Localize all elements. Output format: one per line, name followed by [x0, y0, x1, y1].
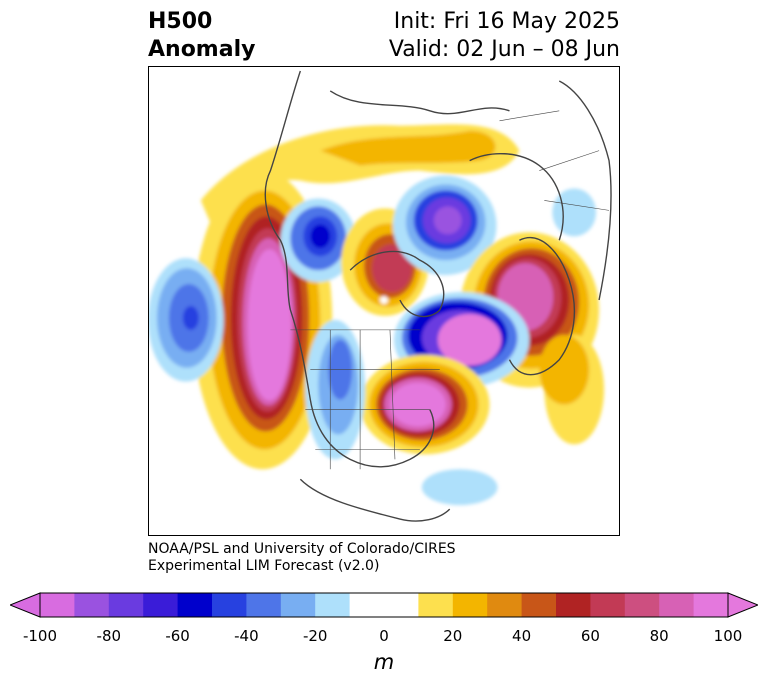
colorbar-bin [693, 593, 729, 617]
colorbar-bin [624, 593, 660, 617]
borders [290, 110, 610, 470]
colorbar-tick-label: -60 [165, 627, 190, 645]
colorbar-bin [246, 593, 282, 617]
anomaly-map [148, 66, 620, 536]
colorbar-bin [521, 593, 557, 617]
colorbar-tick-label: 40 [512, 627, 532, 645]
colorbar-bin [212, 593, 247, 617]
colorbar-frame [39, 592, 729, 618]
colorbar-bin [590, 593, 626, 617]
forecast-dates: Init: Fri 16 May 2025 Valid: 02 Jun – 08… [389, 8, 620, 64]
colorbar-tick-label: 80 [649, 627, 669, 645]
anomaly-contours [149, 124, 605, 506]
valid-range: Valid: 02 Jun – 08 Jun [388, 37, 620, 62]
colorbar [10, 592, 758, 618]
colorbar-tick-label: 60 [580, 627, 600, 645]
colorbar-units: m [373, 650, 395, 674]
colorbar-bin [143, 593, 179, 617]
data-credit: NOAA/PSL and University of Colorado/CIRE… [148, 541, 456, 575]
colorbar-tick-label: 0 [379, 627, 389, 645]
colorbar-arrow-max [727, 592, 758, 618]
title-line-1: H500 [148, 9, 213, 34]
map-canvas [149, 70, 612, 522]
colorbar-tick-label: -80 [96, 627, 122, 645]
colorbar-tick-label: -20 [302, 627, 328, 645]
credit-line-2: Experimental LIM Forecast (v2.0) [148, 558, 380, 574]
colorbar-bin [280, 593, 316, 617]
coastlines [264, 70, 612, 522]
colorbar-bin [349, 593, 385, 617]
credit-line-1: NOAA/PSL and University of Colorado/CIRE… [148, 541, 456, 557]
colorbar-bin [659, 593, 695, 617]
colorbar-tick-label: 100 [713, 627, 743, 645]
init-date: Init: Fri 16 May 2025 [393, 9, 620, 34]
map-title: H500 Anomaly [148, 8, 255, 64]
colorbar-bin [487, 593, 523, 617]
colorbar-bin [177, 593, 213, 617]
colorbar-bin [418, 593, 454, 617]
colorbar-bin [384, 593, 419, 617]
colorbar-tick-label: -100 [22, 627, 58, 645]
colorbar-bin [40, 593, 75, 617]
colorbar-bin [556, 593, 591, 617]
colorbar-arrow-min [10, 592, 41, 618]
colorbar-bin [315, 593, 351, 617]
colorbar-bin [452, 593, 488, 617]
colorbar-tick-label: -40 [234, 627, 259, 645]
title-line-2: Anomaly [148, 37, 256, 62]
colorbar-bin [74, 593, 110, 617]
colorbar-tick-label: 20 [443, 627, 463, 645]
colorbar-bin [108, 593, 144, 617]
